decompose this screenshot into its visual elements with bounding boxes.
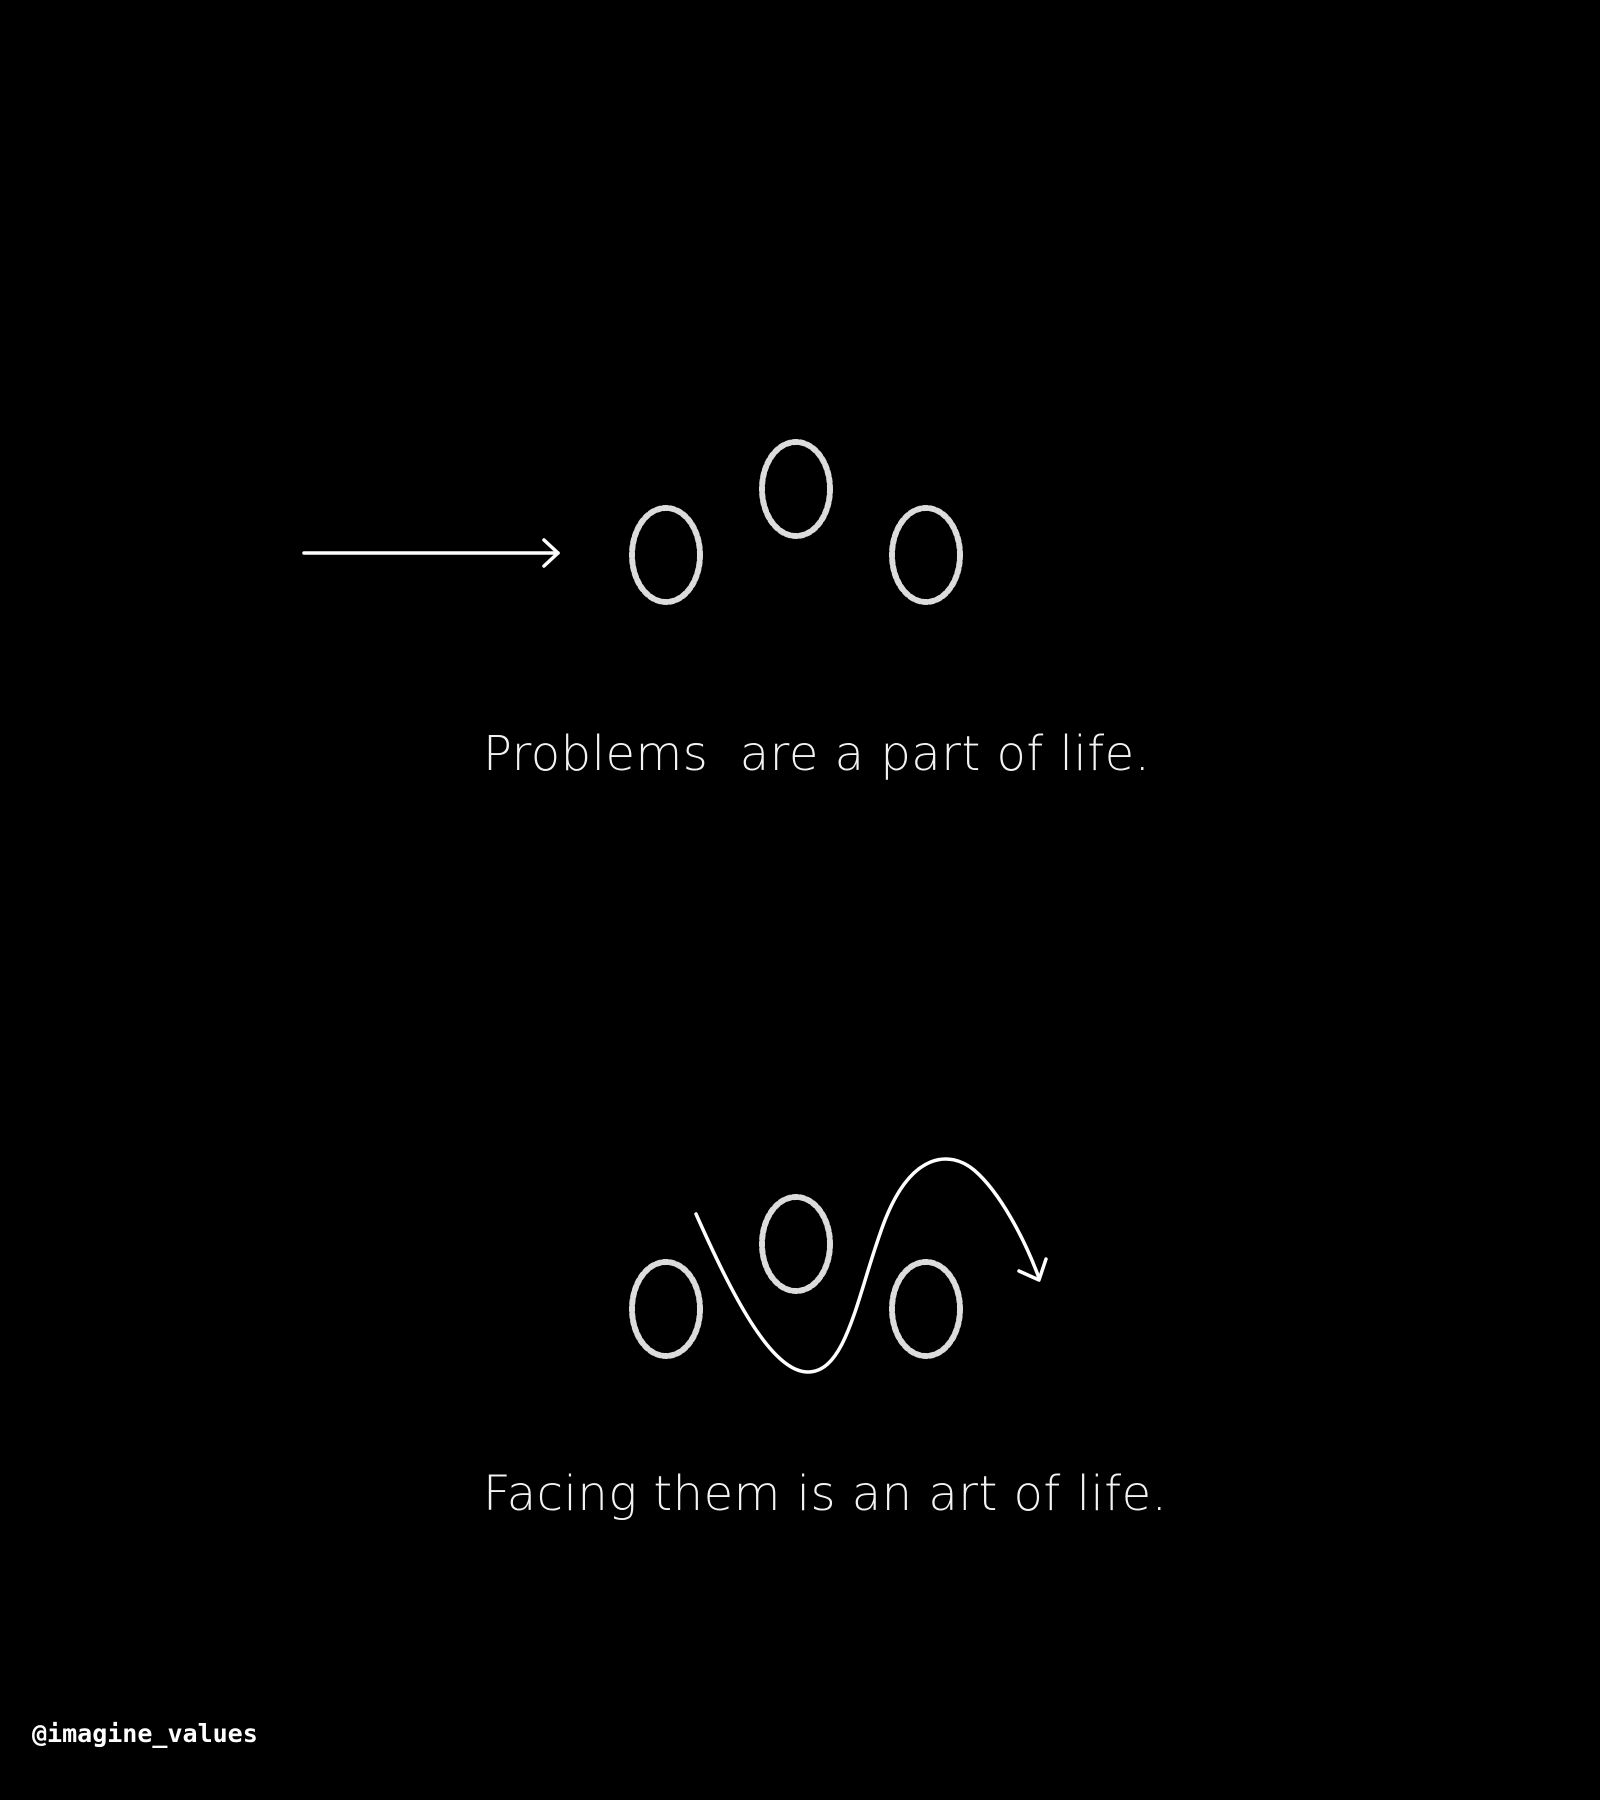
- obstacle-ring-right-2: [889, 1259, 963, 1359]
- bottom-scene: [629, 1157, 1048, 1374]
- obstacle-ring-left: [629, 505, 703, 605]
- straight-arrow-icon: [302, 538, 560, 568]
- caption-problems: Problems are a part of life.: [483, 726, 1151, 782]
- top-scene: [302, 439, 963, 605]
- obstacle-ring-middle-2: [759, 1194, 833, 1294]
- obstacle-ring-middle: [759, 439, 833, 539]
- caption-facing: Facing them is an art of life.: [483, 1466, 1168, 1522]
- obstacle-ring-right: [889, 505, 963, 605]
- watermark-handle: @imagine_values: [32, 1719, 258, 1748]
- curved-arrow-icon: [694, 1157, 1048, 1374]
- obstacle-ring-left-2: [629, 1259, 703, 1359]
